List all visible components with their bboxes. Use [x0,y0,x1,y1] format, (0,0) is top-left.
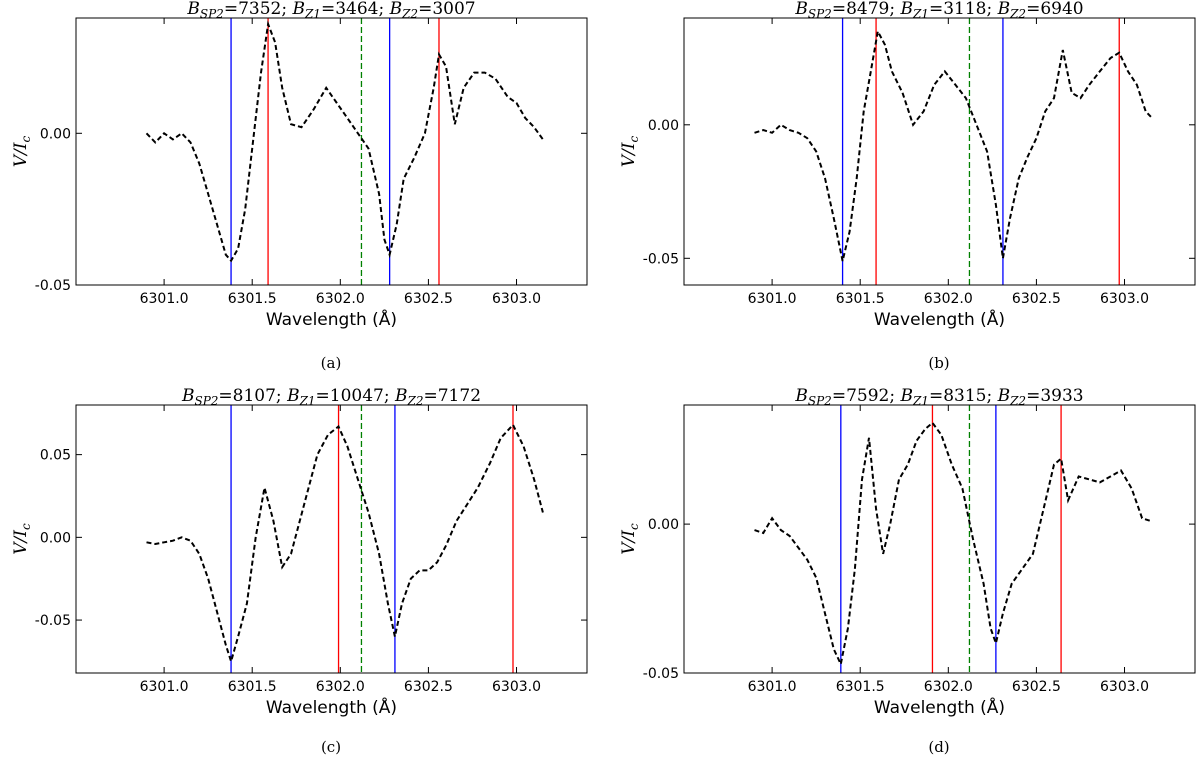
y-axis-label: V/Ic [11,523,33,555]
y-axis-label: V/Ic [11,136,33,168]
series-line [754,28,1152,262]
panel-caption: (c) [321,738,341,756]
x-tick-label: 6302.0 [316,679,365,695]
x-tick-label: 6303.0 [492,291,541,307]
chart-title: BSP2=8479; BZ1=3118; BZ2=6940 [794,0,1083,21]
chart-title: BSP2=7592; BZ1=8315; BZ2=3933 [794,386,1083,408]
x-axis-label: Wavelength (Å) [874,696,1005,718]
y-tick-label: 0.00 [40,530,71,546]
series-line [146,423,544,665]
y-tick-label: 0.00 [648,517,679,533]
x-tick-label: 6303.0 [1100,291,1149,307]
y-tick-label: -0.05 [643,251,679,267]
x-axis-label: Wavelength (Å) [266,696,397,718]
y-axis-label: V/Ic [619,136,641,168]
y-axis-label: V/Ic [619,523,641,555]
x-tick-label: 6302.0 [924,291,973,307]
y-tick-label: 0.00 [40,126,71,142]
x-tick-label: 6301.5 [228,291,277,307]
x-tick-label: 6301.0 [748,291,797,307]
x-tick-label: 6302.5 [404,291,453,307]
x-tick-label: 6302.5 [1012,291,1061,307]
x-tick-label: 6302.0 [316,291,365,307]
chart-panel: 6301.0 6301.5 6302.0 6302.5 6303.0 -0.05 0.00 0… [11,386,588,756]
y-tick-label: 0.05 [40,448,71,464]
plot-frame [75,404,588,674]
x-tick-label: 6301.0 [748,679,797,695]
plot-frame [75,17,588,286]
panel-caption: (b) [928,354,949,372]
x-tick-label: 6301.5 [228,679,277,695]
x-tick-label: 6302.5 [1012,679,1061,695]
chart-panel: 6301.0 6301.5 6302.0 6302.5 6303.0 -0.05 0.00 W… [619,0,1196,372]
x-tick-label: 6301.0 [140,291,189,307]
x-tick-label: 6302.5 [404,679,453,695]
series-line [754,421,1152,668]
chart-panel: 6301.0 6301.5 6302.0 6302.5 6303.0 -0.05 0.00 W… [11,0,588,372]
chart-title: BSP2=7352; BZ1=3464; BZ2=3007 [186,0,475,21]
y-tick-label: -0.05 [35,613,71,629]
x-tick-label: 6303.0 [492,679,541,695]
plot-frame [683,404,1196,674]
x-tick-label: 6303.0 [1100,679,1149,695]
x-axis-label: Wavelength (Å) [266,308,397,330]
y-tick-label: -0.05 [35,278,71,294]
chart-title: BSP2=8107; BZ1=10047; BZ2=7172 [181,386,481,408]
chart-panel: 6301.0 6301.5 6302.0 6302.5 6303.0 -0.05 0.00 W… [619,386,1196,756]
panel-caption: (d) [928,738,949,756]
x-tick-label: 6301.5 [836,679,885,695]
plot-frame [683,17,1196,286]
x-tick-label: 6302.0 [924,679,973,695]
x-tick-label: 6301.0 [140,679,189,695]
x-tick-label: 6301.5 [836,291,885,307]
y-tick-label: -0.05 [643,666,679,682]
series-line [145,20,544,263]
panel-caption: (a) [321,354,342,372]
y-tick-label: 0.00 [648,118,679,134]
x-axis-label: Wavelength (Å) [874,308,1005,330]
